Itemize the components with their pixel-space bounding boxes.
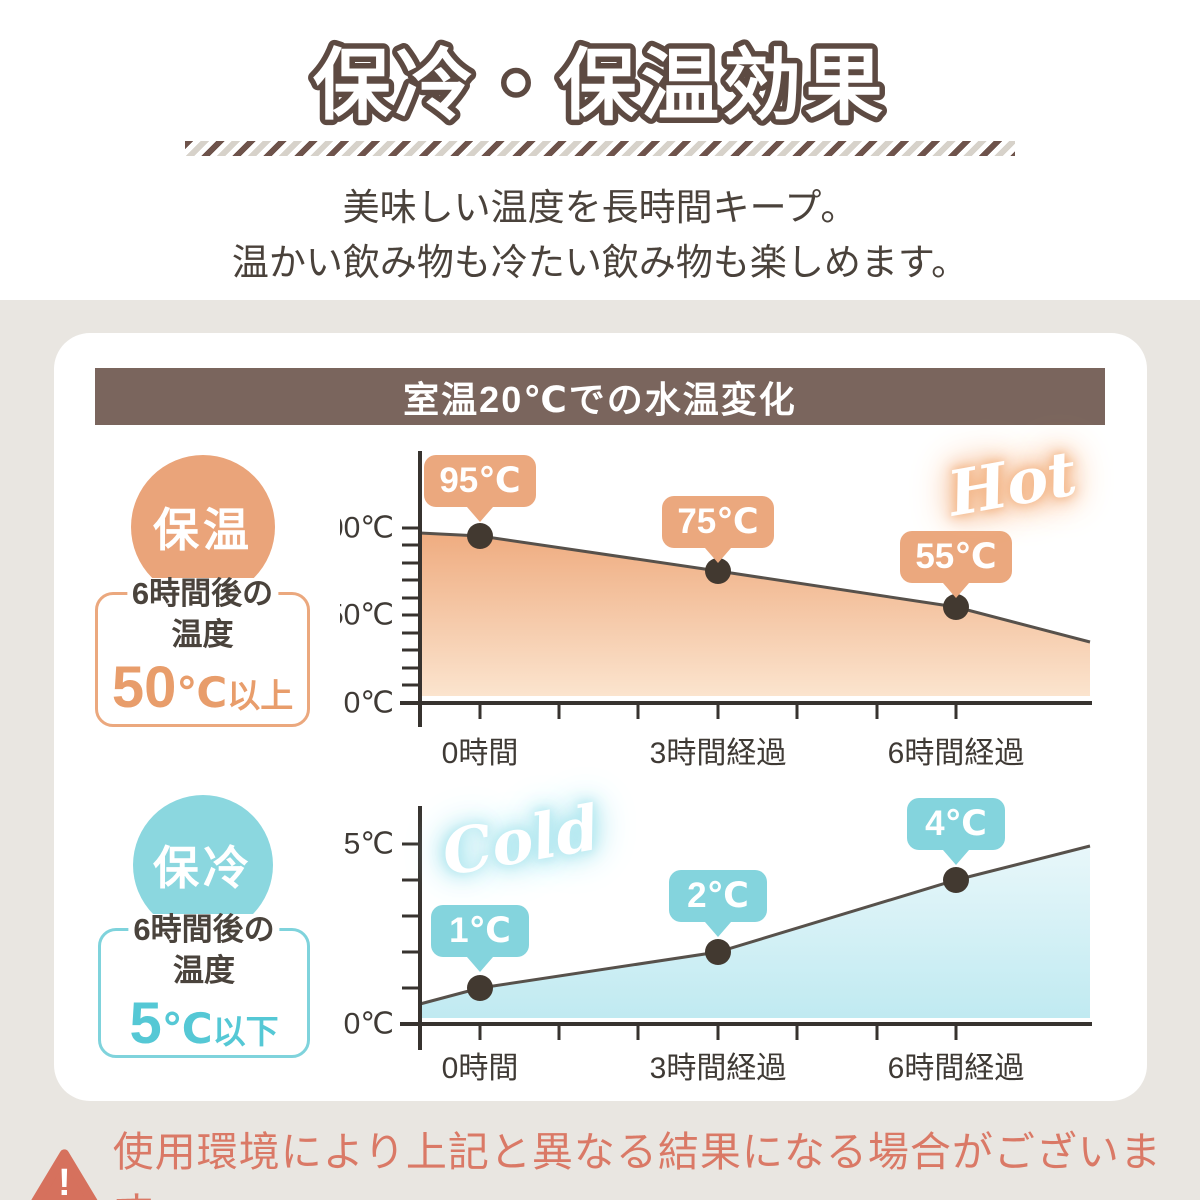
- chart-card: 室温20℃での水温変化 保温 6時間後の 温度 50 ℃ 以上: [54, 333, 1147, 1101]
- hot-point-label-6h: 55℃: [900, 531, 1012, 583]
- subtitle-line-2: 温かい飲み物も冷たい飲み物も楽しめます。: [231, 242, 969, 283]
- hot-value-suffix: 以上: [227, 677, 294, 714]
- hot-summary-box: 6時間後の 温度 50 ℃ 以上: [95, 578, 310, 727]
- page-title: 保冷・保温効果: [313, 41, 887, 129]
- hot-ytick-100: 100℃: [340, 512, 394, 545]
- cold-badge: 保冷: [133, 795, 273, 935]
- hot-area-fill: [420, 533, 1090, 696]
- cold-data-points: [467, 867, 969, 1001]
- hot-xtick-0h: 0時間: [442, 737, 519, 770]
- hot-x-ticks: [478, 703, 958, 719]
- cold-xtick-6h: 6時間経過: [888, 1052, 1025, 1085]
- hot-xtick-3h: 3時間経過: [650, 737, 787, 770]
- subtitle-line-1: 美味しい温度を長時間キープ。: [342, 187, 858, 228]
- warning-note: ! 使用環境により上記と異なる結果になる場合がございます。: [30, 1118, 1190, 1200]
- hot-ytick-50: 50℃: [340, 599, 394, 632]
- cold-value-suffix: 以下: [212, 1013, 279, 1050]
- hot-xtick-6h: 6時間経過: [888, 737, 1025, 770]
- cold-chart-plot: 5℃ 0℃ 0時間 3時間経過 6時間経過: [344, 806, 1092, 1085]
- hot-box-sublabel: 温度: [171, 617, 234, 652]
- cold-point-label-6h: 4℃: [907, 798, 1005, 850]
- hot-ytick-0: 0℃: [344, 687, 394, 720]
- warning-triangle-icon: !: [31, 1149, 98, 1200]
- hot-badge-label: 保温: [153, 504, 253, 556]
- hot-point-label-3h: 75℃: [662, 496, 774, 548]
- cold-ytick-0: 0℃: [344, 1008, 394, 1041]
- cold-box-label: 6時間後の: [128, 914, 280, 945]
- hot-value-unit: ℃: [176, 669, 228, 716]
- cold-area-fill: [420, 846, 1090, 1018]
- panel-header: 室温20℃での水温変化: [95, 368, 1105, 425]
- cold-y-ticks: [402, 842, 420, 990]
- hero-section: 保冷・保温効果 美味しい温度を長時間キープ。 温かい飲み物も冷たい飲み物も楽しめ…: [0, 0, 1200, 300]
- cold-box-sublabel: 温度: [173, 953, 235, 988]
- cold-value-unit: ℃: [161, 1005, 213, 1052]
- cold-xtick-3h: 3時間経過: [650, 1052, 787, 1085]
- cold-x-ticks: [478, 1024, 958, 1040]
- hot-y-ticks: [402, 526, 420, 687]
- warning-exclamation: !: [58, 1161, 71, 1200]
- hot-data-points: [467, 523, 969, 620]
- hot-point-label-0h: 95℃: [424, 455, 536, 507]
- hot-box-value: 50 ℃ 以上: [98, 654, 307, 721]
- hot-chart: 100℃ 50℃ 0℃ 0時間 3時間経過 6時間経過 95℃ 75℃ 55℃ …: [340, 436, 1100, 790]
- cold-value-number: 5: [129, 991, 162, 1056]
- hot-box-label: 6時間後の: [126, 578, 279, 609]
- cold-box-value: 5 ℃ 以下: [101, 990, 307, 1057]
- page-title-wrap: 保冷・保温効果: [307, 36, 888, 135]
- cold-badge-label: 保冷: [153, 842, 253, 894]
- decorative-slash-divider: [185, 141, 1015, 156]
- cold-point-label-3h: 2℃: [669, 870, 767, 922]
- warning-text: 使用環境により上記と異なる結果になる場合がございます。: [112, 1129, 1162, 1200]
- cold-point-label-0h: 1℃: [431, 905, 529, 957]
- hot-value-number: 50: [111, 655, 177, 720]
- cold-chart: 5℃ 0℃ 0時間 3時間経過 6時間経過 1℃ 2℃ 4℃ Cold: [340, 790, 1100, 1100]
- content-section: 室温20℃での水温変化 保温 6時間後の 温度 50 ℃ 以上: [0, 300, 1200, 1200]
- hot-chart-plot: 100℃ 50℃ 0℃ 0時間 3時間経過 6時間経過: [340, 451, 1092, 770]
- cold-ytick-5: 5℃: [344, 828, 394, 861]
- hot-badge: 保温: [131, 455, 275, 599]
- subtitle: 美味しい温度を長時間キープ。 温かい飲み物も冷たい飲み物も楽しめます。: [0, 180, 1200, 290]
- cold-summary-box: 6時間後の 温度 5 ℃ 以下: [98, 914, 310, 1058]
- cold-xtick-0h: 0時間: [442, 1052, 519, 1085]
- panel-header-text: 室温20℃での水温変化: [403, 378, 797, 420]
